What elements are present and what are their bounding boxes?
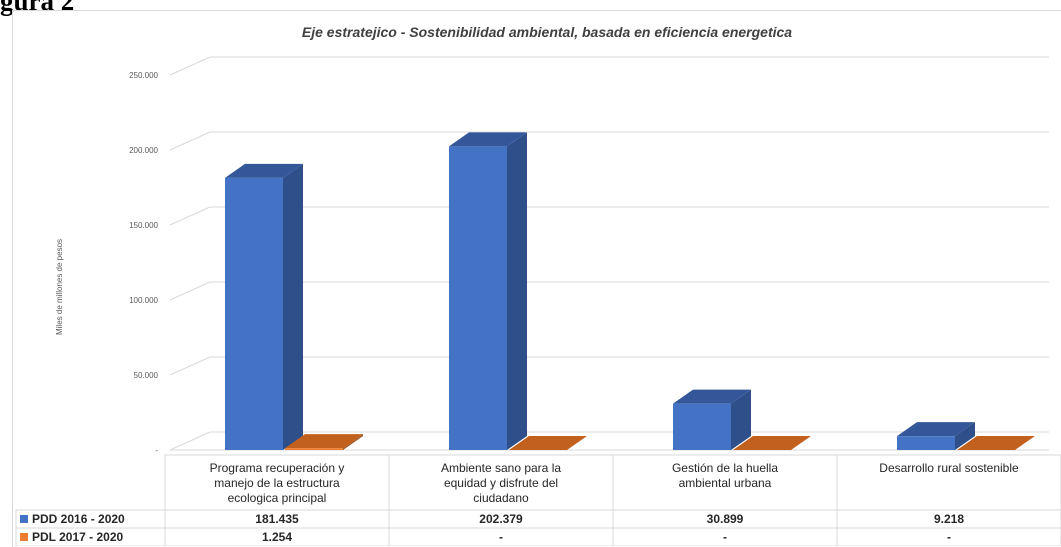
legend-key	[20, 533, 28, 541]
bar	[673, 390, 751, 450]
bar-side	[283, 164, 303, 450]
table-cell-value: 30.899	[707, 512, 744, 526]
gridline-slant	[170, 132, 210, 150]
table-cell-value: 202.379	[479, 512, 523, 526]
y-tick-label: 150.000	[129, 221, 158, 230]
y-tick-label: 50.000	[134, 371, 159, 380]
y-axis-label: Miles de millones de pesos	[55, 239, 64, 335]
gridline-slant	[170, 357, 210, 375]
category-label: ciudadano	[473, 491, 529, 505]
legend-series-name: PDD 2016 - 2020	[32, 512, 125, 526]
table-cell-value: 9.218	[934, 512, 964, 526]
category-label: equidad y disfrute del	[444, 476, 558, 490]
bars	[225, 132, 1035, 450]
y-tick-label: -	[155, 446, 158, 455]
table-cell-value: 1.254	[262, 530, 292, 544]
category-label: Programa recuperación y	[210, 461, 345, 475]
y-tick-label: 250.000	[129, 71, 158, 80]
table-cell-value: -	[947, 530, 951, 544]
category-label: Ambiente sano para la	[441, 461, 561, 475]
category-label: ambiental urbana	[679, 476, 772, 490]
legend-series-name: PDL 2017 - 2020	[32, 530, 123, 544]
legend-key	[20, 515, 28, 523]
y-tick-label: 200.000	[129, 146, 158, 155]
bar-front	[673, 404, 731, 450]
category-label: Desarrollo rural sostenible	[879, 461, 1019, 475]
bar-front	[897, 436, 955, 450]
gridline-slant	[170, 57, 210, 75]
gridline-slant	[170, 282, 210, 300]
table-cell-value: -	[723, 530, 727, 544]
y-axis-ticks: - 50.000 100.000 150.000 200.000 250.000	[129, 71, 158, 455]
y-tick-label: 100.000	[129, 296, 158, 305]
gridline-slant	[170, 432, 210, 450]
bar-front	[285, 448, 343, 450]
chart-title: Eje estratejico - Sostenibilidad ambient…	[302, 24, 792, 40]
bar	[449, 132, 527, 450]
table-cell-value: 181.435	[255, 512, 299, 526]
category-label: Gestión de la huella	[672, 461, 778, 475]
gridline-slant	[170, 207, 210, 225]
table-cell-value: -	[499, 530, 503, 544]
category-label: ecologica principal	[228, 491, 327, 505]
bar-front	[225, 178, 283, 450]
bar	[225, 164, 303, 450]
bar-side	[507, 132, 527, 450]
bar-front	[449, 146, 507, 450]
category-label: manejo de la estructura	[214, 476, 340, 490]
